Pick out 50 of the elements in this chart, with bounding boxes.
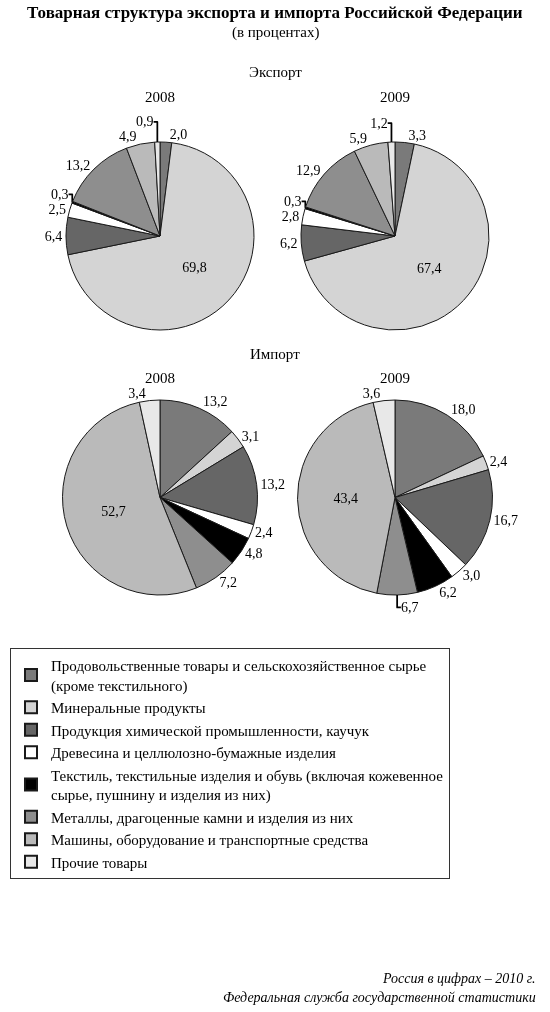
data-label: 5,9 xyxy=(349,130,368,146)
data-label: 43,4 xyxy=(333,490,358,506)
text: Импорт xyxy=(250,346,301,362)
text: Россия в цифрах – 2010 г. xyxy=(382,971,536,986)
data-label: 3,6 xyxy=(362,385,381,401)
data-label: 69,8 xyxy=(182,260,207,276)
data-label: 3,1 xyxy=(241,428,260,444)
data-label: 2,0 xyxy=(169,127,188,143)
data-label: 2,4 xyxy=(255,525,273,541)
data-label: 2,8 xyxy=(281,208,300,224)
data-label: 0,3 xyxy=(51,186,69,202)
data-label: 6,7 xyxy=(400,599,419,615)
data-label: 3,3 xyxy=(408,127,426,143)
chart-title: 2009 xyxy=(380,89,410,105)
text: Товарная структура экспорта и импорта Российской Федерации xyxy=(27,3,523,22)
text: (в процентах) xyxy=(232,24,320,41)
chart-title: 2009 xyxy=(380,370,410,386)
data-label: 7,2 xyxy=(219,574,238,590)
legend-label: Продукция химической промышленности, каучук xyxy=(51,722,370,739)
data-label: 6,2 xyxy=(439,584,457,600)
data-label: 4,8 xyxy=(245,546,263,562)
data-label: 2,4 xyxy=(489,454,508,470)
data-label: 0,9 xyxy=(136,114,154,130)
legend-label: Древесина и целлюлозно-бумажные изделия xyxy=(51,745,337,762)
data-label: 13,2 xyxy=(203,394,228,410)
data-label: 3,4 xyxy=(128,385,146,401)
chart-title: 2008 xyxy=(145,89,175,105)
legend-label: Минеральные продукты xyxy=(51,700,206,717)
data-label: 6,4 xyxy=(44,228,63,244)
text: 2008 xyxy=(145,370,175,386)
legend-label: Машины, оборудование и транспортные средства xyxy=(51,832,369,849)
data-label: 3,0 xyxy=(462,567,481,583)
data-label: 0,3 xyxy=(284,193,302,209)
legend-label: Продовольственные товары и сельскохозяйственное сырье (кроме текстильного) xyxy=(51,658,427,695)
data-label: 16,7 xyxy=(493,513,519,529)
legend-label: Металлы, драгоценные камни и изделия из них xyxy=(51,809,354,826)
data-label: 1,2 xyxy=(370,115,388,131)
data-label: 13,2 xyxy=(65,157,91,173)
data-label: 67,4 xyxy=(417,260,442,276)
data-label: 13,2 xyxy=(260,477,285,493)
legend-label: Прочие товары xyxy=(51,854,148,871)
data-label: 12,9 xyxy=(296,163,321,179)
data-label: 6,2 xyxy=(280,235,298,251)
text: Федеральная служба государственной статистики xyxy=(223,990,536,1005)
data-label: 2,5 xyxy=(48,201,66,217)
legend-label: Текстиль, текстильные изделия и обувь (включая кожевенное сырье, пушнину и изделия из них) xyxy=(51,767,444,805)
data-label: 18,0 xyxy=(450,402,476,418)
data-label: 52,7 xyxy=(101,504,126,520)
text: Экспорт xyxy=(249,64,303,80)
data-label: 4,9 xyxy=(119,129,137,145)
